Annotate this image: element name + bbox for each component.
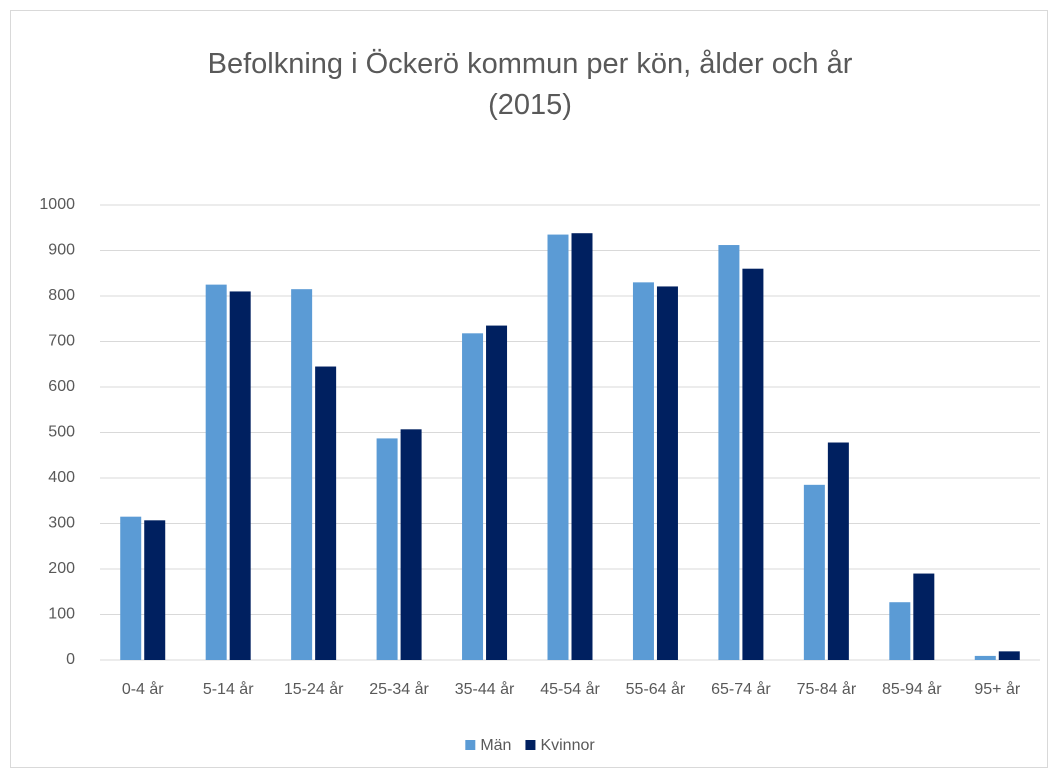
bar [913, 573, 935, 660]
x-tick-label: 25-34 år [369, 680, 429, 698]
bar [486, 325, 508, 660]
bar [120, 516, 142, 660]
bar [718, 245, 740, 661]
x-tick-label: 85-94 år [882, 680, 942, 698]
chart-title: Befolkning i Öckerö kommun per kön, ålde… [207, 48, 853, 121]
bar [889, 602, 911, 660]
bar [291, 289, 313, 660]
chart-border [10, 10, 1048, 768]
y-tick-label: 700 [48, 333, 75, 350]
x-tick-label: 95+ år [974, 680, 1020, 698]
bar [974, 655, 996, 660]
bar [376, 438, 398, 660]
bar [462, 333, 484, 660]
x-tick-label: 5-14 år [203, 680, 254, 698]
bar [571, 233, 593, 660]
x-tick-label: 0-4 år [122, 680, 164, 698]
bar [315, 366, 337, 660]
y-tick-label: 500 [48, 424, 75, 441]
bar [656, 286, 678, 660]
x-tick-label: 45-54 år [540, 680, 600, 698]
legend-label: Män [480, 737, 511, 754]
x-tick-label: 65-74 år [711, 680, 771, 698]
y-tick-label: 300 [48, 515, 75, 532]
y-tick-label: 1000 [39, 196, 75, 213]
bar [803, 484, 825, 660]
y-tick-label: 800 [48, 287, 75, 304]
y-tick-label: 0 [66, 651, 75, 668]
y-tick-label: 600 [48, 378, 75, 395]
bar [547, 234, 569, 660]
y-tick-label: 900 [48, 242, 75, 259]
y-tick-label: 100 [48, 606, 75, 623]
x-tick-label: 35-44 år [455, 680, 515, 698]
bar [144, 520, 166, 660]
x-tick-label: 15-24 år [284, 680, 344, 698]
y-tick-label: 200 [48, 560, 75, 577]
legend-swatch [465, 740, 476, 750]
bar [400, 429, 422, 660]
bar [229, 291, 251, 660]
legend-swatch [525, 740, 536, 750]
bar [827, 442, 849, 660]
y-tick-label: 400 [48, 469, 75, 486]
bar [205, 284, 227, 660]
x-tick-label: 75-84 år [797, 680, 857, 698]
x-tick-label: 55-64 år [626, 680, 686, 698]
bar [742, 268, 764, 660]
legend-label: Kvinnor [540, 737, 595, 754]
bar [998, 651, 1020, 660]
bar [632, 282, 654, 660]
